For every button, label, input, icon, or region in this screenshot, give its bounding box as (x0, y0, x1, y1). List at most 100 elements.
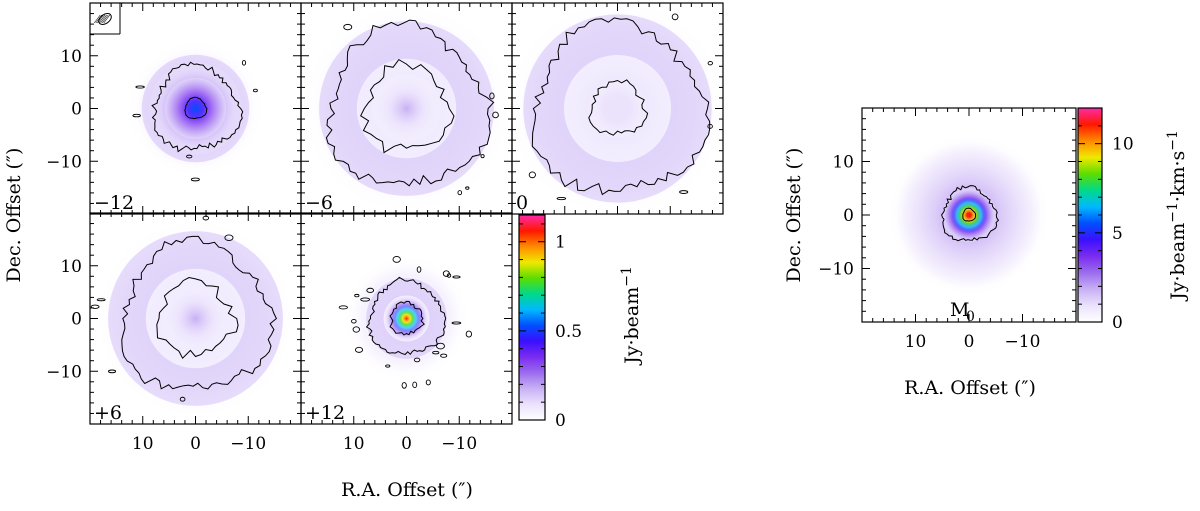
emission-core (588, 79, 647, 138)
y-tick-label: 0 (843, 206, 854, 226)
contour-island (492, 111, 499, 119)
colorbar-moment-label: Jy·beam−1·km·s−1 (1165, 130, 1189, 302)
panel-image (90, 215, 296, 419)
y-axis-label-part: Dec. Offset (″) (3, 148, 25, 283)
contour-island (489, 92, 495, 100)
colorbar-tick-label: 1 (555, 233, 566, 253)
emission-shell (523, 14, 712, 203)
emission-core (383, 295, 430, 342)
inner-contour (184, 96, 208, 120)
emission-core (149, 62, 242, 155)
contour-island (451, 321, 462, 325)
contour-island (354, 293, 360, 298)
colorbar-moment: 0 5 10 (1077, 107, 1134, 333)
contour-island (416, 266, 422, 273)
colorbar-channels: 00.51 (518, 214, 582, 431)
contour-island (440, 353, 448, 358)
channel-panel-4: 10 0 −10 +12 (300, 212, 513, 454)
colorbar-tick-label: 0 (1112, 313, 1123, 333)
panel-image (301, 3, 512, 214)
contour-island (671, 13, 679, 21)
emission-core (160, 283, 231, 354)
velocity-label: +6 (94, 402, 122, 424)
outer-contour (325, 19, 495, 187)
colorbar-channels-label: Jy·beam−1 (619, 266, 643, 366)
beam-marker (90, 3, 121, 35)
contour-island (241, 59, 247, 66)
beam-hatch (95, 14, 103, 24)
velocity-label: 0 (516, 192, 528, 214)
contour-island (452, 275, 461, 279)
contour-island (465, 186, 470, 190)
channel-panel-2: 0 (511, 2, 724, 215)
colorbar-moment-label-part: ·km·s (1167, 151, 1189, 202)
contour-island (679, 190, 689, 194)
panel-image (512, 3, 723, 214)
velocity-label: −12 (94, 192, 134, 214)
beam-hatch (103, 14, 111, 24)
contour-island (480, 154, 485, 159)
y-axis-label-part: Dec. Offset (″) (783, 148, 805, 283)
inner-contour (360, 58, 455, 154)
colorbar-channels-scale (518, 214, 546, 421)
x-tick-label: 0 (964, 332, 975, 352)
colorbar-tick-label: 5 (1112, 224, 1123, 244)
outer-contour (121, 235, 278, 390)
contour-island (425, 379, 431, 386)
contour-island (385, 364, 391, 368)
emission-shell (366, 278, 447, 359)
beam-hatch (93, 14, 101, 24)
contour-island (108, 369, 117, 374)
panel-image (888, 134, 1050, 296)
contour-island (190, 177, 200, 182)
emission-shell (319, 21, 494, 196)
outer-contour (151, 61, 244, 153)
colorbar-channels-label-part: −1 (619, 266, 635, 287)
channel-panel-3: 10 0 −10 10 0 −10 +6 (46, 212, 302, 454)
contour-island (132, 113, 141, 118)
colorbar-tick-label: 10 (1112, 135, 1134, 155)
outer-contour (941, 185, 1000, 242)
contour-island (354, 346, 364, 353)
contour-island (392, 255, 401, 263)
outer-contour (531, 17, 711, 196)
contour-island (436, 342, 445, 350)
x-tick-label: 10 (343, 434, 365, 454)
y-tick-label: 10 (60, 257, 82, 277)
contour-island (413, 357, 421, 363)
y-axis-label: Dec. Offset (″) (3, 148, 25, 283)
x-tick-label: −10 (230, 434, 266, 454)
colorbar-channels-label-part: Jy·beam (621, 287, 643, 366)
contour-island (90, 304, 100, 309)
contour-island (366, 287, 375, 293)
x-axis-label: R.A. Offset (″) (341, 479, 473, 501)
channel-panel-1: −6 (300, 2, 513, 215)
contour-island (457, 190, 463, 196)
beam-hatch (100, 14, 107, 24)
contour-island (179, 396, 186, 402)
emission-core (371, 73, 442, 144)
y-tick-label: 0 (71, 100, 82, 120)
x-tick-label: 0 (401, 434, 412, 454)
colorbar-moment-label-part: −1 (1165, 130, 1181, 151)
contour-island (401, 382, 407, 389)
contour-island (432, 350, 440, 355)
contour-island (465, 330, 473, 338)
beam-hatch (101, 14, 109, 24)
x-tick-label: −10 (1005, 332, 1041, 352)
x-tick-label: 0 (190, 434, 201, 454)
contour-island (343, 23, 353, 31)
inner-contour (389, 300, 425, 336)
contour-island (135, 85, 145, 89)
contour-island (253, 88, 258, 93)
contour-island (446, 273, 452, 278)
emission-core (942, 188, 996, 242)
emission-shell (108, 231, 283, 406)
y-tick-label: −10 (818, 260, 854, 280)
contour-island (96, 298, 106, 302)
contour-island (351, 318, 357, 324)
velocity-label: −6 (305, 192, 333, 214)
y-tick-label: 0 (71, 310, 82, 330)
